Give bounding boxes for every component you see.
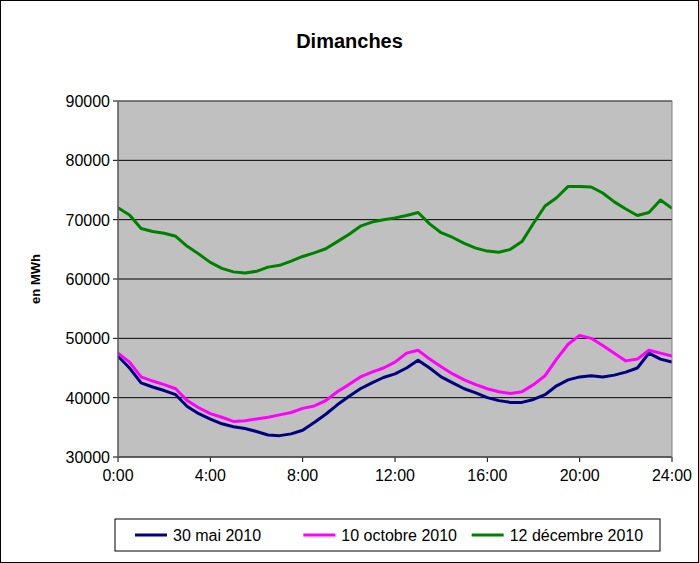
- y-tick: [113, 160, 118, 161]
- series-group: [118, 186, 672, 435]
- x-tick: [487, 457, 488, 462]
- x-tick: [579, 457, 580, 462]
- grid-line: [118, 160, 672, 161]
- series-line: [118, 186, 672, 273]
- x-tick-label: 16:00: [467, 467, 507, 484]
- legend-swatch: [303, 534, 335, 537]
- y-tick-label: 90000: [66, 93, 111, 110]
- x-tick: [210, 457, 211, 462]
- x-tick: [118, 457, 119, 462]
- legend-label: 30 mai 2010: [173, 527, 261, 544]
- x-tick-label: 24:00: [652, 467, 692, 484]
- legend: 30 mai 2010 10 octobre 2010 12 décembre 20…: [115, 519, 660, 551]
- x-tick: [672, 457, 673, 462]
- y-tick-label: 40000: [66, 390, 111, 407]
- x-tick-label: 20:00: [560, 467, 600, 484]
- x-tick: [395, 457, 396, 462]
- legend-label: 12 décembre 2010: [510, 527, 644, 544]
- chart: 30000 40000 50000 60000 70000 80000 90000 0:00 4…: [0, 0, 699, 563]
- grid-line: [118, 279, 672, 280]
- grid-line: [118, 397, 672, 398]
- y-axis-label: en MWh: [28, 254, 43, 304]
- x-tick-label: 12:00: [375, 467, 415, 484]
- x-tick-label: 4:00: [195, 467, 226, 484]
- legend-swatch: [135, 534, 167, 537]
- x-tick-label: 8:00: [287, 467, 318, 484]
- legend-swatch: [472, 534, 504, 537]
- y-tick-label: 60000: [66, 271, 111, 288]
- plot-area: [118, 101, 672, 457]
- x-tick-label: 0:00: [102, 467, 133, 484]
- y-tick-label: 80000: [66, 152, 111, 169]
- y-tick: [113, 397, 118, 398]
- y-tick: [113, 457, 118, 458]
- chart-frame: [1, 1, 699, 563]
- legend-box: [115, 519, 660, 551]
- series-line: [118, 335, 672, 421]
- y-tick-label: 70000: [66, 212, 111, 229]
- x-tick: [302, 457, 303, 462]
- y-tick-label: 50000: [66, 330, 111, 347]
- y-tick: [113, 101, 118, 102]
- series-line: [118, 353, 672, 435]
- plot-frame: [118, 101, 672, 457]
- title: Dimanches: [296, 30, 403, 52]
- y-tick: [113, 279, 118, 280]
- y-tick-label: 30000: [66, 449, 111, 466]
- legend-label: 10 octobre 2010: [341, 527, 457, 544]
- y-tick: [113, 219, 118, 220]
- y-tick: [113, 338, 118, 339]
